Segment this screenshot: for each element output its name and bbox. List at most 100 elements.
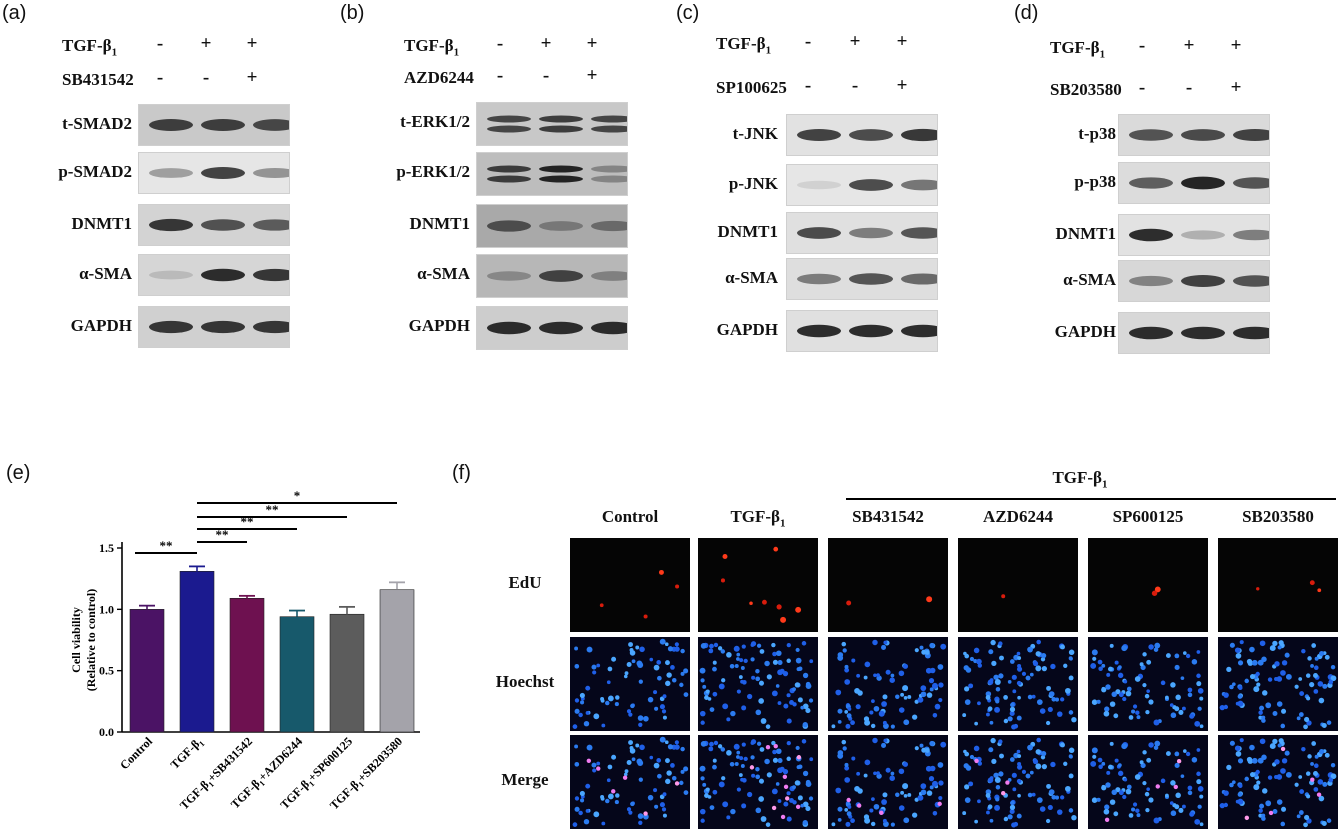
hoechst-nucleus xyxy=(736,755,740,759)
hoechst-nucleus xyxy=(1235,751,1242,757)
hoechst-nucleus xyxy=(1054,795,1060,800)
blot-strip xyxy=(138,254,290,296)
hoechst-nucleus xyxy=(667,646,674,652)
hoechst-nucleus xyxy=(1183,651,1187,655)
hoechst-nucleus xyxy=(1169,703,1174,707)
hoechst-nucleus xyxy=(756,643,762,648)
hoechst-nucleus xyxy=(1040,652,1047,659)
hoechst-nucleus xyxy=(739,658,744,663)
hoechst-nucleus xyxy=(786,816,792,822)
hoechst-nucleus xyxy=(1326,818,1332,823)
hoechst-nucleus xyxy=(1012,787,1017,792)
bar xyxy=(279,616,315,733)
hoechst-nucleus xyxy=(926,692,933,698)
hoechst-nucleus xyxy=(1272,808,1278,814)
hoechst-nucleus xyxy=(1256,780,1261,785)
hoechst-nucleus xyxy=(758,680,765,686)
hoechst-nucleus xyxy=(969,656,975,662)
hoechst-nucleus xyxy=(624,769,629,774)
hoechst-nucleus xyxy=(786,756,791,761)
hoechst-nucleus xyxy=(738,773,743,777)
hoechst-nucleus xyxy=(1197,688,1204,694)
y-tick-label: 0.0 xyxy=(99,725,114,739)
hoechst-nucleus xyxy=(1187,687,1193,693)
hoechst-nucleus xyxy=(751,675,756,680)
minus-sign: - xyxy=(202,67,210,88)
hoechst-nucleus xyxy=(1170,780,1176,786)
hoechst-nucleus xyxy=(863,814,870,820)
hoechst-nucleus xyxy=(750,755,755,760)
hoechst-nucleus xyxy=(964,686,970,692)
hoechst-nucleus xyxy=(863,675,868,680)
hoechst-nucleus xyxy=(647,794,654,801)
hoechst-nucleus xyxy=(885,669,891,675)
hoechst-nucleus xyxy=(890,771,895,776)
hoechst-nucleus xyxy=(1113,713,1119,719)
hoechst-nucleus xyxy=(1017,695,1021,700)
hoechst-nucleus xyxy=(1274,759,1280,765)
protein-band xyxy=(849,179,893,191)
hoechst-nucleus xyxy=(1071,717,1077,723)
hoechst-nucleus xyxy=(831,822,836,827)
hoechst-nucleus xyxy=(1328,679,1334,685)
hoechst-nucleus xyxy=(920,789,927,796)
blot-strip xyxy=(1118,162,1270,204)
hoechst-nucleus xyxy=(1229,642,1235,648)
hoechst-nucleus xyxy=(1304,716,1310,723)
hoechst-nucleus xyxy=(994,804,1000,811)
hoechst-nucleus xyxy=(1154,642,1161,649)
y-axis-label: Cell viability xyxy=(69,607,83,673)
hoechst-nucleus xyxy=(1106,770,1111,775)
hoechst-nucleus xyxy=(759,747,765,752)
hoechst-nucleus xyxy=(1298,677,1303,681)
hoechst-nucleus xyxy=(601,821,606,826)
hoechst-nucleus xyxy=(1132,704,1138,709)
hoechst-nucleus xyxy=(630,801,635,807)
hoechst-nucleus xyxy=(1185,653,1191,659)
hoechst-nucleus xyxy=(758,698,765,704)
hoechst-nucleus xyxy=(607,666,613,672)
hoechst-nucleus xyxy=(1253,686,1260,693)
hoechst-nucleus xyxy=(1191,659,1198,665)
hoechst-nucleus xyxy=(1013,723,1019,729)
hoechst-nucleus xyxy=(929,777,933,781)
hoechst-nucleus xyxy=(1317,681,1324,687)
hoechst-nucleus xyxy=(1258,808,1263,813)
treatment-label-0: TGF-β1 xyxy=(1050,38,1106,61)
hoechst-nucleus xyxy=(890,673,895,678)
protein-band xyxy=(1129,275,1173,287)
hoechst-nucleus xyxy=(741,644,746,649)
hoechst-nucleus xyxy=(835,689,842,696)
hoechst-nucleus xyxy=(1185,751,1191,757)
hoechst-nucleus xyxy=(869,808,874,813)
micrograph-edu xyxy=(1218,538,1338,632)
hoechst-nucleus xyxy=(615,793,620,798)
hoechst-nucleus xyxy=(720,747,726,752)
hoechst-nucleus xyxy=(1314,754,1319,759)
hoechst-nucleus xyxy=(733,645,740,652)
hoechst-nucleus xyxy=(758,778,765,784)
hoechst-nucleus xyxy=(574,806,580,812)
hoechst-nucleus xyxy=(1178,709,1184,715)
edu-positive-cell xyxy=(1317,588,1322,593)
hoechst-nucleus xyxy=(1025,773,1030,779)
hoechst-nucleus xyxy=(844,664,849,669)
hoechst-nucleus xyxy=(1318,697,1325,704)
hoechst-nucleus xyxy=(1281,708,1287,714)
hoechst-nucleus xyxy=(1321,723,1327,728)
treatment-label-1: SB203580 xyxy=(1050,80,1122,99)
hoechst-nucleus xyxy=(1314,656,1319,661)
hoechst-nucleus xyxy=(850,720,855,726)
hoechst-nucleus xyxy=(786,658,791,663)
hoechst-nucleus xyxy=(1259,705,1265,711)
hoechst-nucleus xyxy=(991,758,997,764)
minus-sign: - xyxy=(804,75,812,96)
hoechst-nucleus xyxy=(1309,682,1315,688)
hoechst-nucleus xyxy=(963,665,969,671)
hoechst-nucleus xyxy=(1229,684,1234,690)
hoechst-nucleus xyxy=(766,772,772,778)
hoechst-nucleus xyxy=(883,738,888,743)
hoechst-nucleus xyxy=(679,780,684,786)
hoechst-nucleus xyxy=(1311,741,1317,746)
hoechst-nucleus xyxy=(579,790,585,797)
